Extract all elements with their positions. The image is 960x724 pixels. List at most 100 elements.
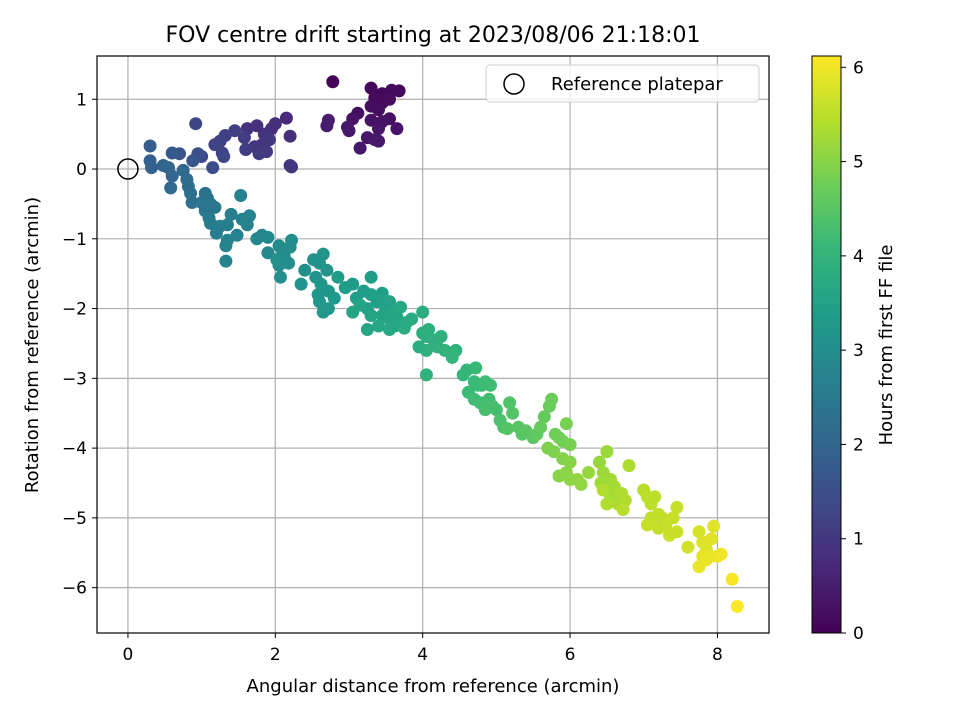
data-point-70 <box>208 200 222 214</box>
data-point-46 <box>189 117 203 131</box>
colorbar-ticks: 0 1 2 3 4 5 6 <box>841 58 864 644</box>
data-point-82 <box>243 209 256 223</box>
data-point-166 <box>489 403 503 417</box>
data-point-4 <box>392 84 406 98</box>
data-point-24 <box>320 119 334 133</box>
data-point-143 <box>416 305 430 319</box>
data-point-84 <box>219 239 233 253</box>
legend-box <box>485 64 760 103</box>
data-point-112 <box>327 291 341 305</box>
colorbar-tick-label-5: 5 <box>853 153 864 173</box>
data-point-109 <box>313 295 326 309</box>
data-point-225 <box>681 540 695 554</box>
data-point-59 <box>165 169 179 183</box>
data-point-190 <box>563 455 577 469</box>
data-point-12 <box>364 113 378 127</box>
y-tick-label-5: −4 <box>62 439 87 459</box>
data-point-105 <box>294 277 308 291</box>
data-point-218 <box>640 518 654 532</box>
data-point-133 <box>360 323 374 336</box>
gridlines <box>97 56 769 633</box>
data-point-229 <box>705 532 718 546</box>
data-point-98 <box>270 253 284 267</box>
data-point-236 <box>692 560 706 574</box>
data-point-25 <box>279 111 293 125</box>
colorbar-tick-label-6: 6 <box>853 58 864 78</box>
data-point-144 <box>422 323 436 336</box>
data-point-171 <box>506 406 520 420</box>
data-point-199 <box>600 445 614 459</box>
data-point-77 <box>224 207 238 221</box>
colorbar-tick-label-3: 3 <box>853 341 864 361</box>
colorbar-tick-label-0: 0 <box>853 624 864 644</box>
data-point-0 <box>326 75 340 89</box>
y-axis-ticks: 1 0 −1 −2 −3 −4 −5 −6 <box>62 90 97 599</box>
legend: Reference platepar <box>485 64 760 103</box>
data-point-230 <box>707 519 721 533</box>
data-point-118 <box>364 270 378 284</box>
data-point-85 <box>219 254 233 268</box>
data-point-9 <box>372 103 385 117</box>
data-point-179 <box>537 410 551 424</box>
data-point-238 <box>730 600 744 613</box>
x-tick-label-4: 8 <box>712 645 723 665</box>
data-point-19 <box>341 120 354 134</box>
data-point-54 <box>143 139 157 153</box>
data-point-113 <box>331 270 345 284</box>
data-point-123 <box>383 295 396 309</box>
data-point-135 <box>353 298 367 312</box>
y-tick-label-1: 0 <box>76 160 87 180</box>
data-point-235 <box>714 547 728 561</box>
scatter-points <box>143 75 744 613</box>
data-point-37 <box>239 143 253 156</box>
colorbar-tick-label-2: 2 <box>853 435 864 455</box>
data-point-99 <box>298 263 312 277</box>
data-point-71 <box>195 196 209 209</box>
data-point-96 <box>274 270 287 284</box>
data-point-155 <box>469 361 483 375</box>
data-point-208 <box>600 497 614 511</box>
data-point-21 <box>368 133 382 147</box>
data-point-147 <box>434 330 448 343</box>
data-point-53 <box>165 146 179 160</box>
data-point-210 <box>596 483 610 497</box>
data-point-102 <box>316 247 330 261</box>
data-point-196 <box>582 466 595 479</box>
data-point-195 <box>574 477 588 491</box>
data-point-224 <box>670 500 684 514</box>
data-point-237 <box>725 572 739 586</box>
y-tick-label-6: −5 <box>62 509 87 529</box>
x-tick-label-0: 0 <box>123 645 134 665</box>
data-point-1 <box>364 81 378 95</box>
data-point-185 <box>559 417 573 431</box>
x-tick-label-2: 4 <box>417 645 428 665</box>
data-point-209 <box>616 503 630 516</box>
data-point-45 <box>283 159 297 172</box>
data-point-136 <box>394 300 408 314</box>
data-point-65 <box>185 196 199 209</box>
data-point-52 <box>186 154 200 168</box>
y-axis-label: Rotation from reference (arcmin) <box>22 197 43 493</box>
data-point-181 <box>545 392 559 406</box>
data-point-89 <box>261 246 275 260</box>
colorbar-label: Hours from first FF file <box>876 245 897 446</box>
data-point-222 <box>670 525 684 539</box>
colorbar-tick-label-4: 4 <box>853 247 864 267</box>
data-point-7 <box>383 92 396 106</box>
data-point-14 <box>383 112 396 126</box>
data-point-78 <box>230 228 244 242</box>
data-point-197 <box>593 455 606 469</box>
data-point-88 <box>261 230 275 244</box>
x-axis-label: Angular distance from reference (arcmin) <box>247 676 620 697</box>
x-axis-ticks: 0 2 4 6 8 <box>123 633 723 665</box>
data-point-111 <box>321 302 335 316</box>
x-tick-label-3: 6 <box>565 645 576 665</box>
data-point-125 <box>364 309 378 322</box>
data-point-188 <box>547 445 561 459</box>
data-point-26 <box>283 129 297 143</box>
data-point-207 <box>622 459 636 473</box>
y-tick-label-7: −6 <box>62 579 87 599</box>
colorbar: 0 1 2 3 4 5 6 Hours from first FF file <box>811 55 897 644</box>
